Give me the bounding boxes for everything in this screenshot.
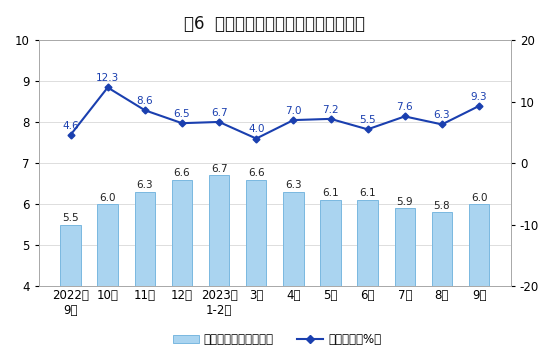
Bar bbox=[357, 200, 378, 357]
Text: 6.7: 6.7 bbox=[211, 108, 228, 118]
Text: 9.3: 9.3 bbox=[471, 92, 488, 102]
Text: 6.7: 6.7 bbox=[211, 164, 228, 174]
Text: 8.6: 8.6 bbox=[136, 96, 153, 106]
Legend: 日均产量（亿立方米）, 当月增速（%）: 日均产量（亿立方米）, 当月增速（%） bbox=[168, 329, 386, 351]
Text: 4.0: 4.0 bbox=[248, 124, 264, 134]
Text: 5.8: 5.8 bbox=[434, 201, 450, 211]
Bar bbox=[209, 176, 229, 357]
Bar bbox=[320, 200, 341, 357]
Bar bbox=[283, 192, 304, 357]
Text: 6.1: 6.1 bbox=[360, 188, 376, 198]
Bar bbox=[469, 204, 489, 357]
Text: 12.3: 12.3 bbox=[96, 73, 119, 83]
Bar bbox=[432, 212, 452, 357]
Text: 6.0: 6.0 bbox=[471, 192, 488, 202]
Text: 7.6: 7.6 bbox=[397, 102, 413, 112]
Text: 5.5: 5.5 bbox=[62, 213, 79, 223]
Text: 6.3: 6.3 bbox=[285, 180, 302, 190]
Text: 6.0: 6.0 bbox=[100, 192, 116, 202]
Bar bbox=[394, 208, 415, 357]
Bar bbox=[246, 180, 266, 357]
Bar bbox=[98, 204, 118, 357]
Text: 4.6: 4.6 bbox=[62, 121, 79, 131]
Bar bbox=[172, 180, 192, 357]
Text: 7.0: 7.0 bbox=[285, 106, 301, 116]
Text: 6.6: 6.6 bbox=[248, 168, 265, 178]
Text: 5.9: 5.9 bbox=[397, 197, 413, 207]
Bar bbox=[135, 192, 155, 357]
Text: 6.1: 6.1 bbox=[322, 188, 339, 198]
Text: 6.5: 6.5 bbox=[173, 109, 190, 119]
Bar bbox=[60, 225, 81, 357]
Text: 6.6: 6.6 bbox=[173, 168, 190, 178]
Text: 5.5: 5.5 bbox=[360, 115, 376, 125]
Text: 6.3: 6.3 bbox=[136, 180, 153, 190]
Title: 图6  规模以上工业天然气产量月度走势: 图6 规模以上工业天然气产量月度走势 bbox=[184, 15, 365, 33]
Text: 7.2: 7.2 bbox=[322, 105, 339, 115]
Text: 6.3: 6.3 bbox=[434, 110, 450, 120]
